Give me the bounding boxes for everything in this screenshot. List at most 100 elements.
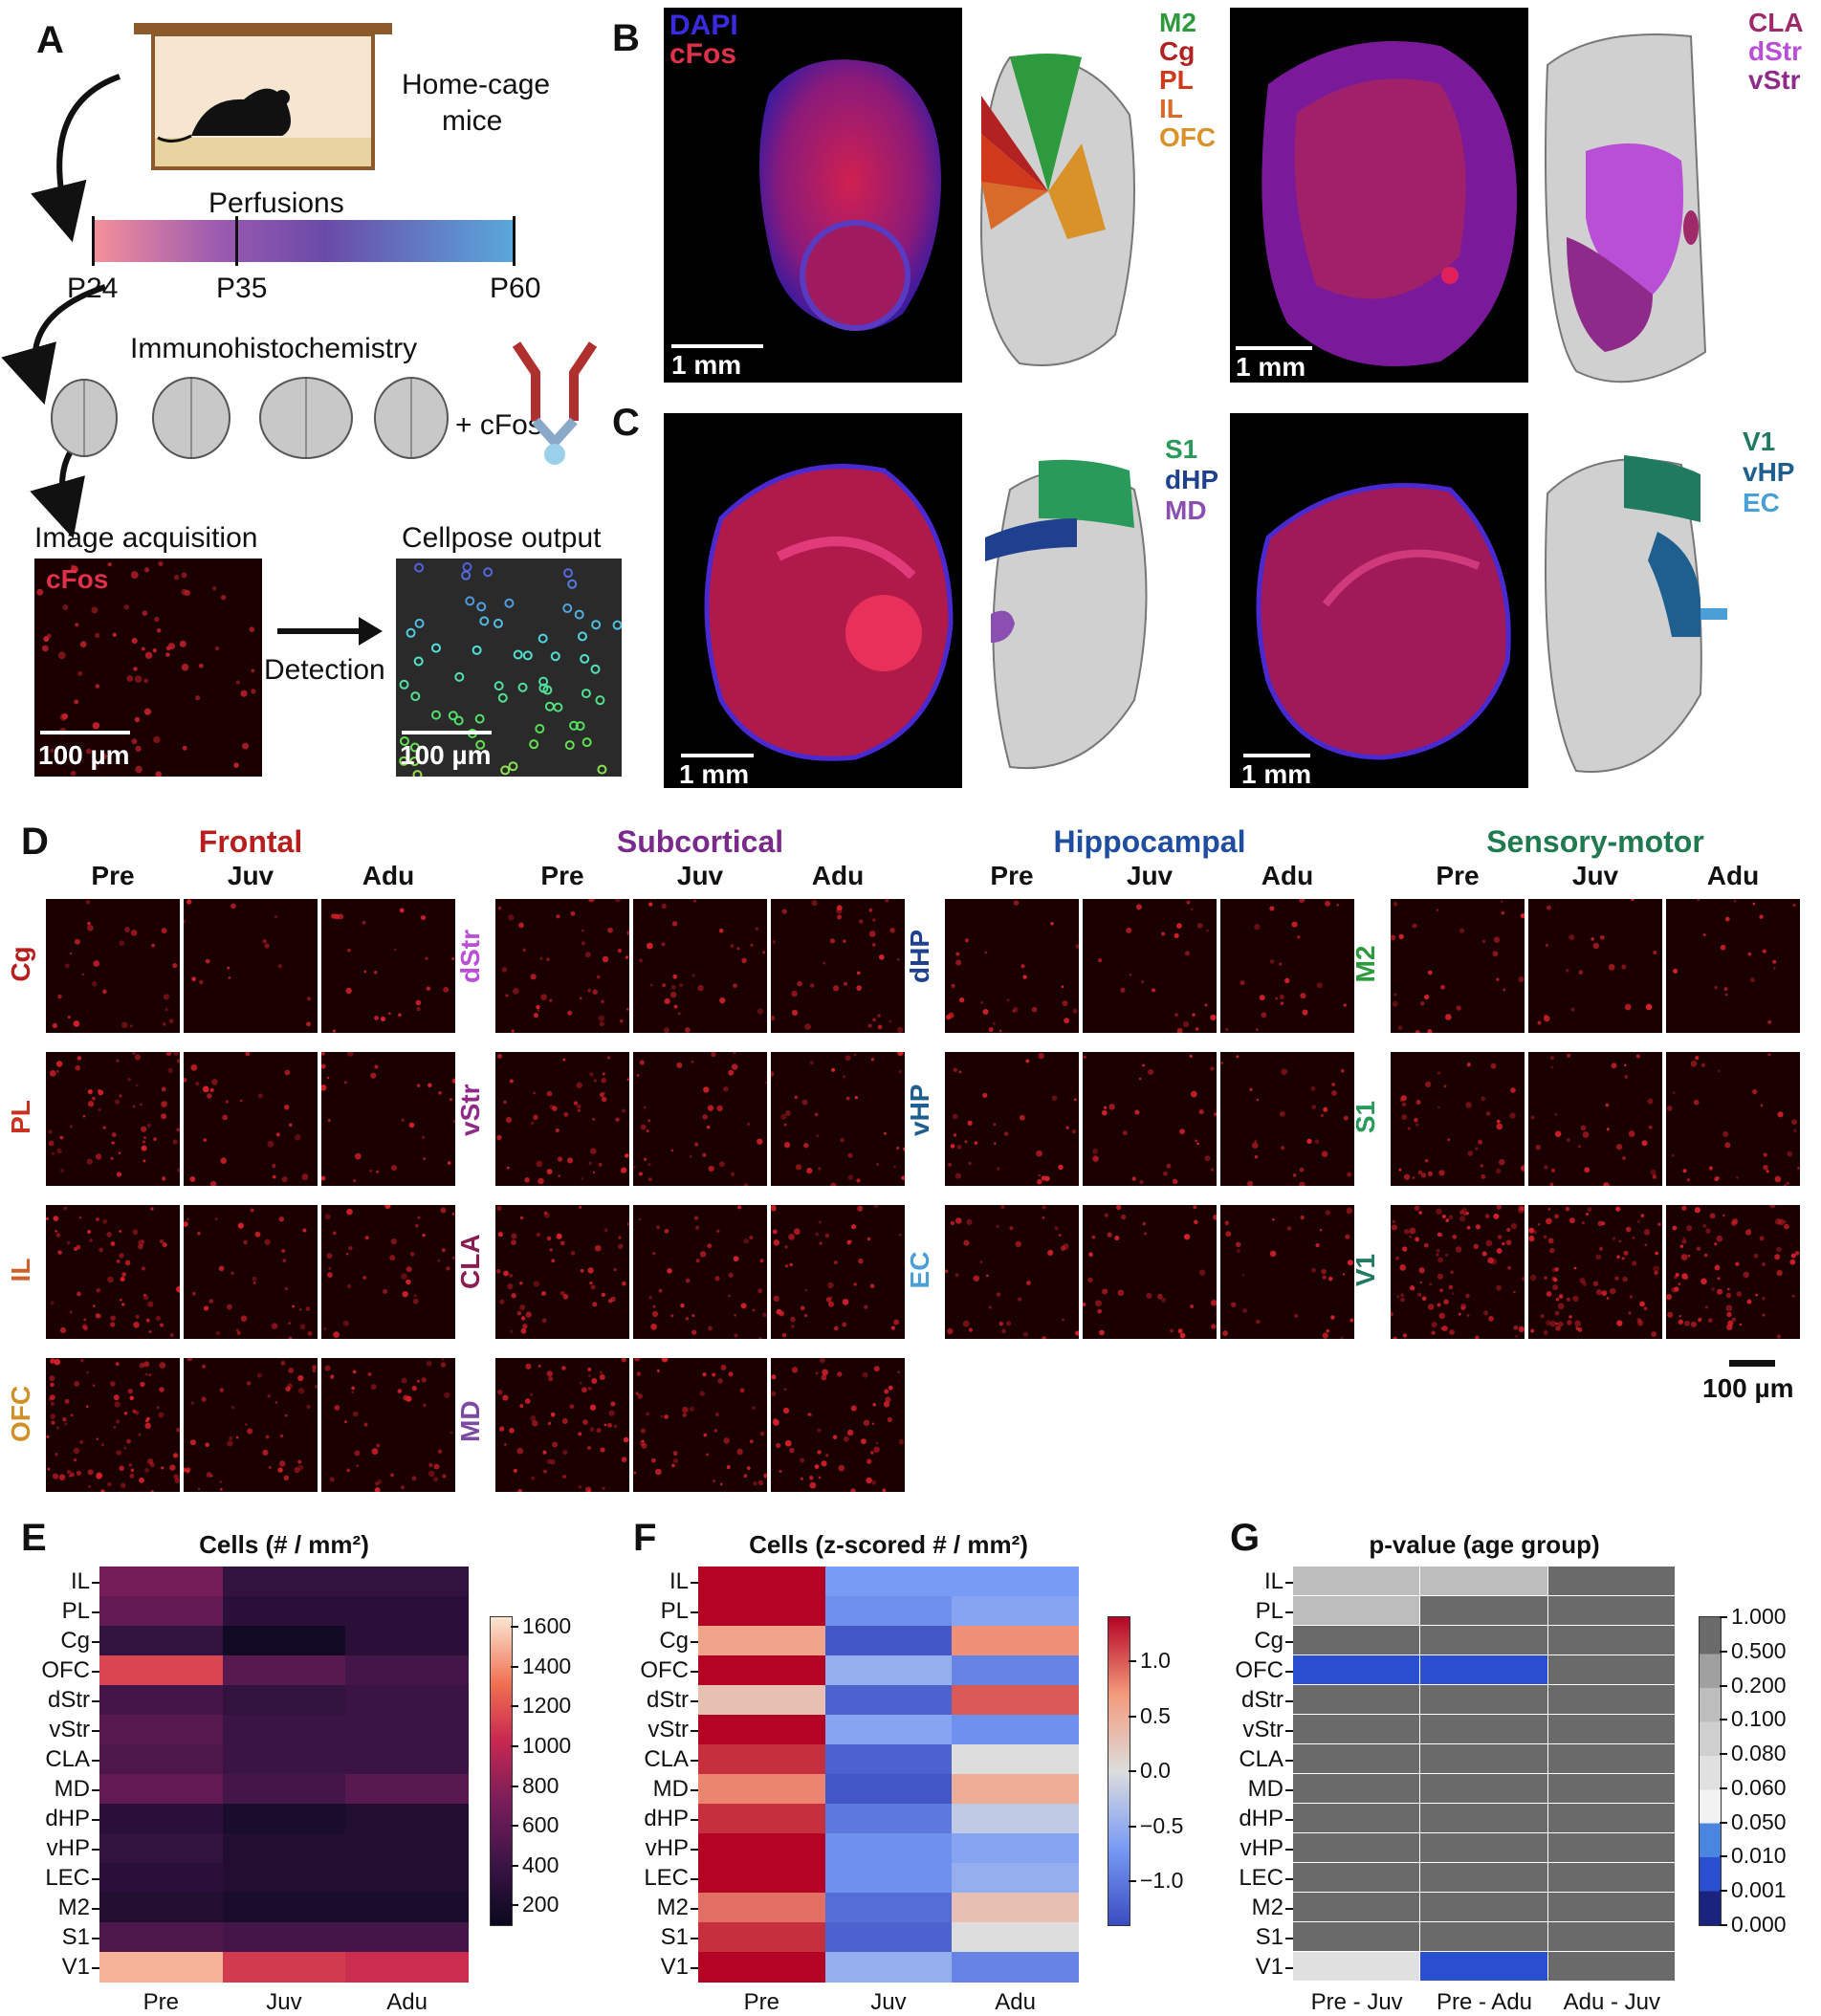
cfos-tile-m2-juv bbox=[1528, 899, 1662, 1033]
cfos-cell bbox=[679, 983, 683, 987]
cfos-dot bbox=[141, 646, 145, 651]
cfos-cell bbox=[507, 914, 515, 921]
cfos-cell bbox=[877, 1024, 883, 1030]
cfos-dot bbox=[85, 748, 92, 755]
heatmap-row-tick bbox=[691, 1788, 698, 1791]
heatmap-cell bbox=[222, 1744, 346, 1775]
cfos-cell bbox=[602, 1096, 607, 1103]
cfos-cell bbox=[186, 1467, 191, 1473]
cfos-cell bbox=[827, 1282, 834, 1288]
cfos-cell bbox=[1587, 1207, 1592, 1212]
heatmap-cell bbox=[1420, 1833, 1547, 1862]
cfos-dot bbox=[131, 637, 138, 645]
cfos-cell bbox=[1022, 975, 1027, 979]
cfos-cell bbox=[1546, 1217, 1552, 1225]
heatmap-row-label: MD bbox=[1247, 1775, 1283, 1802]
cfos-cell bbox=[1421, 1296, 1427, 1302]
cfos-cell bbox=[646, 1129, 649, 1133]
heatmap-cell bbox=[345, 1952, 470, 1983]
cfos-cell bbox=[1595, 1289, 1603, 1296]
cfos-cell bbox=[348, 1245, 353, 1251]
cfos-cell bbox=[997, 1167, 1000, 1171]
cfos-dot bbox=[152, 647, 157, 653]
colorbar-tick-label: −1.0 bbox=[1140, 1868, 1184, 1893]
cfos-cell bbox=[297, 1388, 305, 1394]
cfos-cell bbox=[559, 1240, 565, 1246]
cfos-cell bbox=[47, 1467, 51, 1471]
cfos-cell bbox=[504, 1443, 507, 1446]
cfos-cell bbox=[374, 1481, 380, 1486]
cfos-cell bbox=[1456, 1005, 1461, 1011]
atlas-section-c-left bbox=[985, 459, 1148, 770]
cfos-cell bbox=[230, 903, 236, 909]
cfos-cell bbox=[804, 1023, 811, 1030]
cfos-cell bbox=[1225, 1028, 1229, 1031]
heatmap-cell bbox=[1293, 1833, 1420, 1862]
cfos-dot bbox=[95, 684, 100, 689]
cfos-cell bbox=[773, 1239, 780, 1246]
cfos-cell bbox=[815, 1371, 819, 1375]
heatmap-cell bbox=[1293, 1715, 1420, 1743]
cfos-cell bbox=[1705, 1228, 1711, 1234]
cfos-cell bbox=[265, 1435, 270, 1439]
cfos-cell bbox=[1400, 1095, 1407, 1102]
cfos-cell bbox=[867, 1237, 871, 1241]
cfos-cell bbox=[691, 974, 695, 977]
cfos-cell bbox=[757, 1138, 763, 1145]
region-label-il: IL bbox=[1159, 94, 1183, 123]
cfos-cell bbox=[1767, 1019, 1772, 1024]
cfos-cell bbox=[1088, 1252, 1093, 1258]
cfos-cell bbox=[1618, 1239, 1622, 1243]
cfos-cell bbox=[1791, 1119, 1797, 1126]
colorbar-tick bbox=[1720, 1821, 1727, 1824]
heatmap-cell bbox=[1420, 1715, 1547, 1743]
cfos-cell bbox=[272, 1174, 276, 1179]
colorbar-tick bbox=[511, 1626, 518, 1629]
cfos-cell bbox=[288, 1322, 292, 1326]
cfos-cell bbox=[119, 1253, 124, 1259]
cfos-cell bbox=[1772, 959, 1777, 964]
cfos-cell bbox=[519, 1304, 526, 1311]
cfos-cell bbox=[54, 1358, 61, 1366]
heatmap-cell bbox=[698, 1567, 826, 1597]
cfos-cell bbox=[49, 1070, 56, 1077]
cfos-cell bbox=[116, 1419, 121, 1424]
cfos-dot bbox=[131, 738, 138, 745]
colorbar-tick bbox=[1129, 1825, 1136, 1828]
cfos-cell bbox=[344, 1420, 347, 1424]
cfos-cell bbox=[1690, 1321, 1698, 1327]
cfos-cell bbox=[556, 914, 560, 919]
cfos-cell bbox=[129, 1473, 135, 1479]
cfos-cell bbox=[843, 1435, 849, 1442]
heatmap-cell bbox=[824, 1893, 953, 1923]
cfos-cell bbox=[712, 1372, 716, 1377]
cfos-cell bbox=[220, 1157, 228, 1165]
heatmap-row-label: vStr bbox=[49, 1716, 90, 1742]
cfos-cell bbox=[1062, 1318, 1064, 1322]
cfos-cell bbox=[1644, 1243, 1647, 1247]
cellpose-text: Cellpose output bbox=[402, 522, 602, 554]
cfos-cell bbox=[619, 1019, 624, 1023]
cfos-cell bbox=[1401, 1102, 1407, 1107]
cfos-cell bbox=[1256, 1028, 1259, 1031]
heatmap-cell bbox=[952, 1922, 1080, 1953]
cfos-cell bbox=[830, 1182, 837, 1186]
cfos-cell bbox=[1475, 1224, 1481, 1230]
cfos-cell bbox=[1724, 916, 1730, 922]
cfos-cell bbox=[267, 1393, 272, 1398]
cfos-cell bbox=[321, 1063, 326, 1069]
cfos-cell bbox=[1402, 1246, 1408, 1252]
cfos-cell bbox=[76, 1244, 81, 1250]
cfos-tile-md-adu bbox=[771, 1358, 905, 1492]
cfos-cell bbox=[621, 1108, 625, 1113]
cfos-cell bbox=[530, 1121, 535, 1126]
cfos-cell bbox=[1427, 1304, 1435, 1310]
heatmap-row-label: vStr bbox=[1242, 1716, 1283, 1742]
cfos-cell bbox=[557, 1156, 563, 1162]
cfos-cell bbox=[584, 952, 591, 958]
cfos-dot bbox=[182, 745, 187, 751]
cfos-cell bbox=[1549, 1056, 1554, 1061]
cfos-cell bbox=[1146, 1292, 1152, 1300]
cfos-cell bbox=[549, 1248, 553, 1252]
cfos-cell bbox=[110, 1322, 116, 1327]
